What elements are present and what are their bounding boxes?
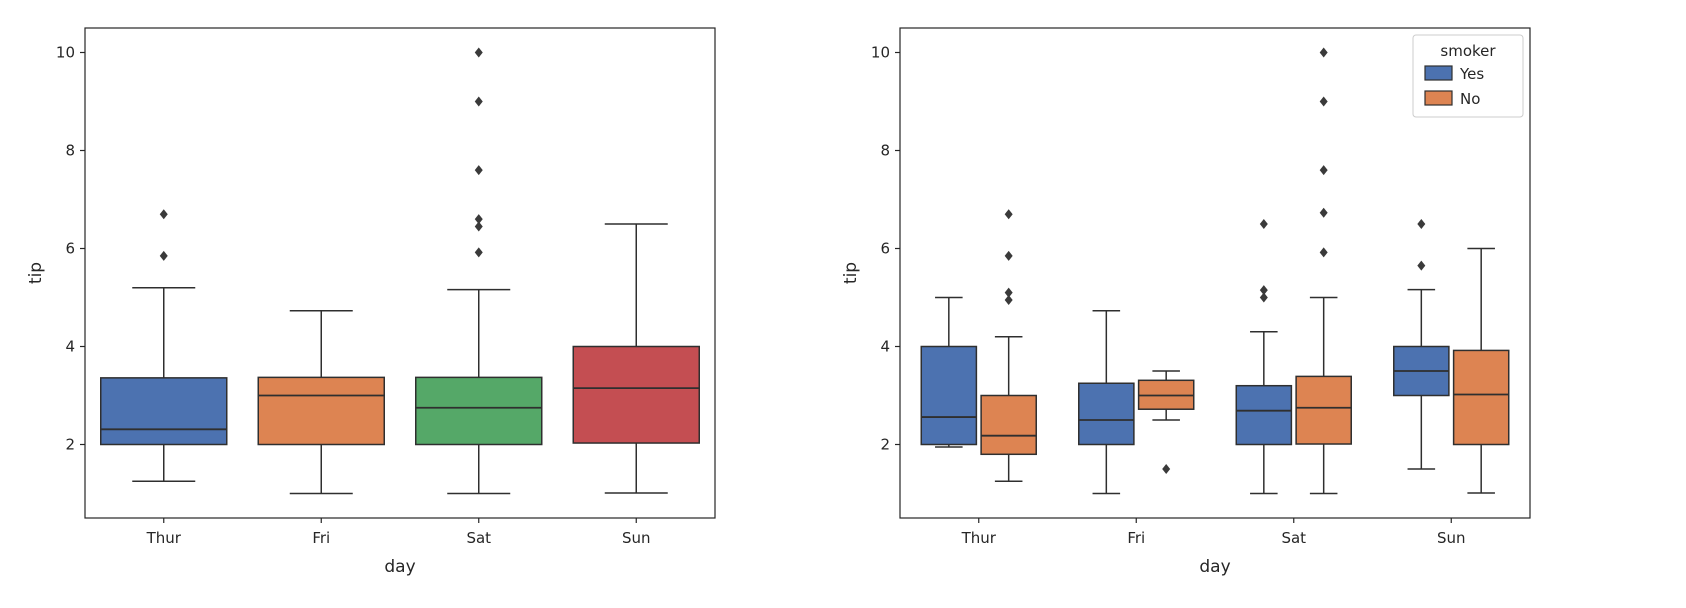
svg-text:Yes: Yes: [1459, 65, 1484, 83]
svg-text:4: 4: [880, 338, 890, 356]
svg-text:Thur: Thur: [146, 529, 182, 547]
svg-text:Sat: Sat: [466, 529, 491, 547]
svg-text:tip: tip: [841, 262, 861, 284]
svg-text:smoker: smoker: [1440, 42, 1496, 60]
svg-text:Sat: Sat: [1281, 529, 1306, 547]
svg-text:8: 8: [65, 142, 75, 160]
svg-text:Thur: Thur: [961, 529, 997, 547]
svg-text:tip: tip: [26, 262, 46, 284]
svg-text:10: 10: [871, 44, 890, 62]
svg-text:Sun: Sun: [622, 529, 651, 547]
boxplot-tip-by-day-smoker: 2 4 6 8 10 tip Thur Fri Sat Sun day smoker Yes No: [841, 27, 1531, 577]
svg-text:2: 2: [880, 436, 890, 454]
svg-text:Fri: Fri: [1127, 529, 1145, 547]
svg-text:6: 6: [65, 240, 75, 258]
svg-text:10: 10: [56, 44, 75, 62]
svg-text:Sun: Sun: [1437, 529, 1466, 547]
boxplot-tip-by-day: 2 4 6 8 10 tip Thur Fri Sat Sun day: [26, 27, 716, 577]
svg-text:Fri: Fri: [312, 529, 330, 547]
svg-text:6: 6: [880, 240, 890, 258]
svg-text:day: day: [1199, 557, 1230, 577]
svg-text:4: 4: [65, 338, 75, 356]
svg-text:day: day: [384, 557, 415, 577]
svg-text:8: 8: [880, 142, 890, 160]
svg-text:No: No: [1460, 90, 1480, 108]
svg-text:2: 2: [65, 436, 75, 454]
